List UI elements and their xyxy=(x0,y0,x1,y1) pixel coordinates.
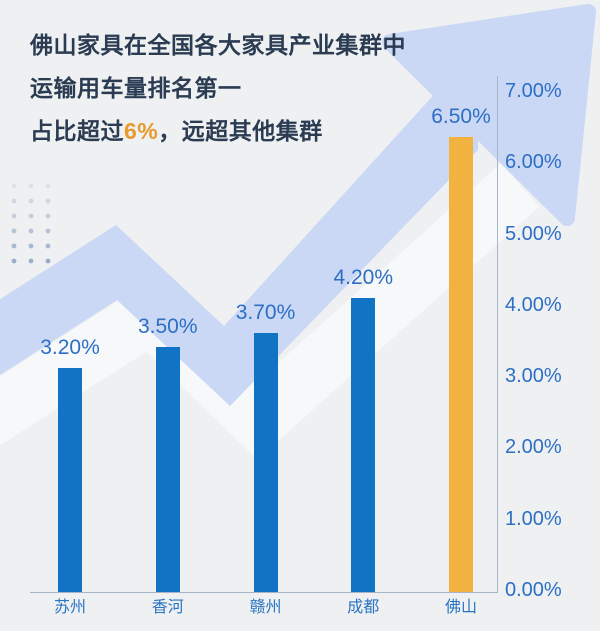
headline-line-3-suffix: ，远超其他集群 xyxy=(158,118,323,144)
decorative-dot xyxy=(28,228,34,234)
bar-赣州 xyxy=(253,333,278,592)
bar-苏州 xyxy=(58,368,82,592)
headline-line-1: 佛山家具在全国各大家具产业集群中 xyxy=(30,32,406,58)
y-axis-tick-label: 5.00% xyxy=(505,222,562,245)
trend-band-shape xyxy=(0,46,478,406)
y-axis-tick-label: 6.00% xyxy=(505,151,562,174)
headline-block: 佛山家具在全国各大家具产业集群中 运输用车量排名第一 占比超过6%，远超其他集群 xyxy=(30,24,406,153)
decorative-dot xyxy=(45,213,51,219)
arrowhead-shape xyxy=(382,4,596,226)
decorative-dot-grid xyxy=(11,183,51,264)
category-label: 苏州 xyxy=(53,599,86,616)
decorative-dot xyxy=(11,258,17,264)
decorative-dot xyxy=(45,183,51,189)
y-axis-tick-label: 0.00% xyxy=(505,579,562,601)
y-axis-tick-label: 7.00% xyxy=(505,79,562,102)
decorative-dot xyxy=(11,228,17,234)
headline-line-3-prefix: 占比超过 xyxy=(30,118,124,144)
y-axis-tick-label: 2.00% xyxy=(505,436,562,459)
decorative-dot xyxy=(28,183,34,189)
bar-value-label: 4.20% xyxy=(333,266,394,289)
bar-佛山 xyxy=(449,137,473,592)
decorative-dot xyxy=(11,183,17,189)
category-label: 赣州 xyxy=(249,599,282,616)
headline-line-2: 运输用车量排名第一 xyxy=(30,75,242,101)
y-axis-tick-label: 3.00% xyxy=(505,365,562,388)
y-axis-tick-label: 1.00% xyxy=(505,507,562,530)
decorative-dot xyxy=(28,198,34,204)
decorative-dot xyxy=(28,243,34,249)
decorative-dot xyxy=(28,213,34,219)
category-label: 成都 xyxy=(347,599,380,616)
bar-value-label: 6.50% xyxy=(431,105,491,128)
category-label: 香河 xyxy=(151,599,184,616)
decorative-dot xyxy=(45,228,51,234)
bar-value-label: 3.70% xyxy=(235,301,296,324)
bar-value-label: 3.20% xyxy=(40,336,100,359)
category-label: 佛山 xyxy=(444,599,477,616)
bar-成都 xyxy=(351,298,376,592)
bar-value-label: 3.50% xyxy=(137,315,198,338)
bar-香河 xyxy=(155,347,180,592)
decorative-dot xyxy=(45,198,51,204)
decorative-dot xyxy=(45,258,51,264)
decorative-dot xyxy=(11,243,17,249)
y-axis-tick-label: 4.00% xyxy=(505,293,562,316)
headline-highlight-percent: 6% xyxy=(124,118,159,144)
headline-line-3: 占比超过6%，远超其他集群 xyxy=(30,110,406,153)
decorative-dot xyxy=(11,213,17,219)
decorative-dot xyxy=(28,258,34,264)
decorative-dot xyxy=(45,243,51,249)
y-axis-line xyxy=(497,76,499,592)
decorative-dot xyxy=(11,198,17,204)
x-axis-baseline xyxy=(30,592,498,594)
